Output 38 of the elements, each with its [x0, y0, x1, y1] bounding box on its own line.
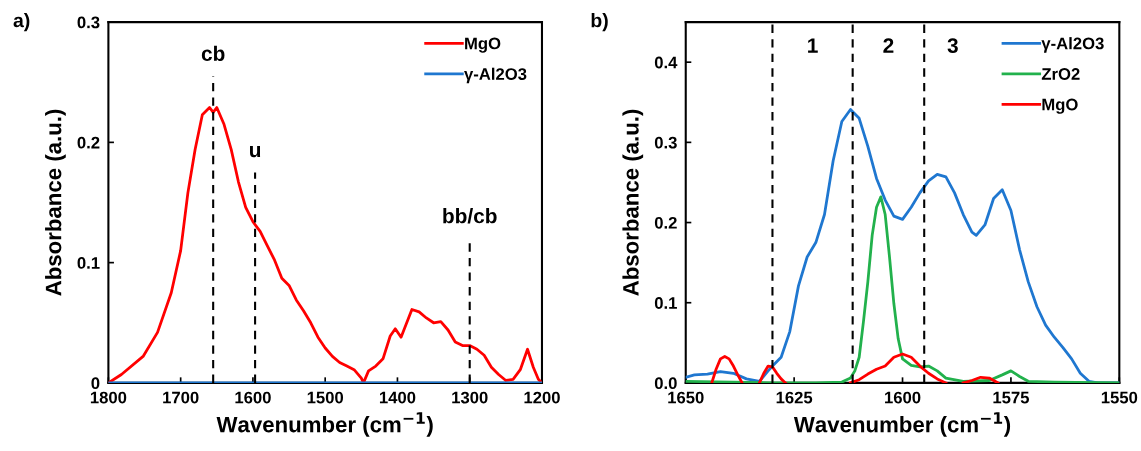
x-tick-label: 1700 — [163, 391, 199, 404]
x-tick-label: 1200 — [524, 391, 560, 404]
y-tick-label: 0.3 — [77, 16, 100, 29]
chart-title: b) — [591, 13, 608, 32]
x-tick-label: 1625 — [776, 391, 813, 404]
y-tick-label: 0.1 — [654, 297, 677, 309]
y-tick-label: 0.3 — [654, 136, 677, 149]
annotation: bb/cb — [443, 208, 497, 224]
annotation: 3 — [947, 38, 958, 53]
legend-label: MgO — [1042, 98, 1078, 114]
x-axis-title: Wavenumber (cm$^{−1}$) — [216, 412, 433, 437]
legend-label: γ-Al2O3 — [464, 67, 527, 84]
x-tick-label: 1500 — [307, 391, 344, 404]
x-axis-title: Wavenumber (cm$^{−1}$) — [793, 412, 1011, 437]
y-tick-label: 0 — [91, 377, 100, 390]
y-tick-label: 0.2 — [654, 216, 677, 229]
annotation: 1 — [808, 38, 818, 53]
y-tick-label: 0.1 — [77, 257, 100, 269]
x-tick-label: 1800 — [90, 391, 127, 404]
legend-label: MgO — [465, 37, 501, 53]
legend-label: ZrO2 — [1041, 68, 1080, 80]
x-tick-label: 1575 — [993, 391, 1029, 404]
y-axis-title: Absorbance (a.u.) — [45, 109, 66, 296]
chart-title: a) — [13, 13, 30, 32]
x-tick-label: 1400 — [379, 391, 416, 404]
x-tick-label: 1650 — [668, 391, 704, 404]
x-tick-label: 1600 — [885, 391, 921, 404]
annotation: 2 — [883, 38, 894, 53]
x-tick-label: 1600 — [235, 391, 271, 404]
y-tick-label: 0.0 — [654, 377, 677, 390]
annotation: u — [250, 145, 261, 158]
annotation: cb — [201, 45, 225, 61]
legend-label: γ-Al2O3 — [1041, 37, 1104, 53]
x-tick-label: 1300 — [452, 391, 488, 404]
y-tick-label: 0.4 — [654, 56, 678, 69]
x-tick-label: 1550 — [1101, 391, 1138, 404]
y-tick-label: 0.2 — [77, 136, 100, 149]
y-axis-title: Absorbance (a.u.) — [622, 109, 644, 296]
